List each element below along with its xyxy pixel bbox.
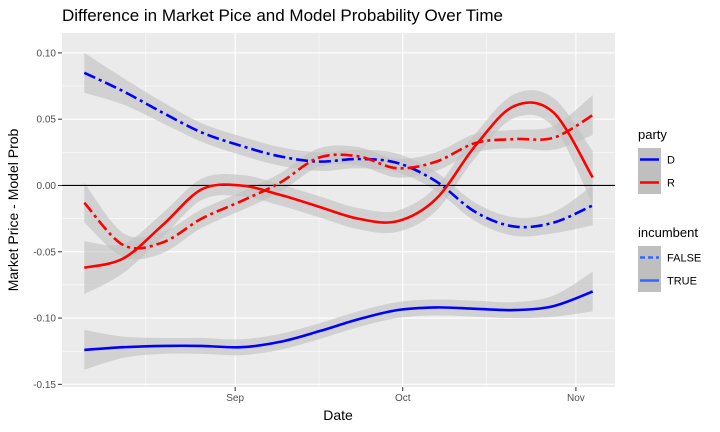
legend-title-incumbent: incumbent bbox=[638, 225, 698, 240]
y-tick-label: -0.10 bbox=[33, 314, 56, 325]
legend-title-party: party bbox=[638, 127, 667, 142]
ribbon-R-FALSE bbox=[84, 95, 593, 260]
x-axis-title: Date bbox=[323, 407, 353, 423]
y-tick-label: -0.15 bbox=[33, 380, 56, 391]
ribbon-D-FALSE bbox=[84, 52, 593, 237]
y-axis-title: Market Price - Model Prob bbox=[5, 128, 21, 291]
chart-title: Difference in Market Pice and Model Prob… bbox=[62, 6, 503, 25]
series-lines bbox=[83, 71, 594, 352]
y-tick-label: 0.00 bbox=[37, 181, 57, 192]
y-tick-label: 0.05 bbox=[37, 115, 57, 126]
legend-label-FALSE: FALSE bbox=[667, 253, 701, 265]
line-R-FALSE bbox=[83, 114, 594, 250]
y-tick-label: -0.05 bbox=[33, 247, 56, 258]
x-tick-label: Sep bbox=[226, 393, 244, 404]
line-R-TRUE bbox=[83, 101, 594, 269]
legend-label-R: R bbox=[667, 178, 675, 190]
line-D-FALSE bbox=[83, 71, 594, 229]
x-tick-label: Oct bbox=[395, 393, 411, 404]
y-tick-label: 0.10 bbox=[37, 48, 57, 59]
x-tick-label: Nov bbox=[567, 393, 585, 404]
x-axis: Sep Oct Nov bbox=[226, 387, 585, 404]
y-axis: -0.15 -0.10 -0.05 0.00 0.05 0.10 bbox=[33, 48, 62, 391]
legend-label-TRUE: TRUE bbox=[667, 276, 697, 288]
legend-label-D: D bbox=[667, 155, 675, 167]
line-D-TRUE bbox=[84, 290, 594, 352]
ribbon-R-TRUE bbox=[84, 90, 593, 295]
